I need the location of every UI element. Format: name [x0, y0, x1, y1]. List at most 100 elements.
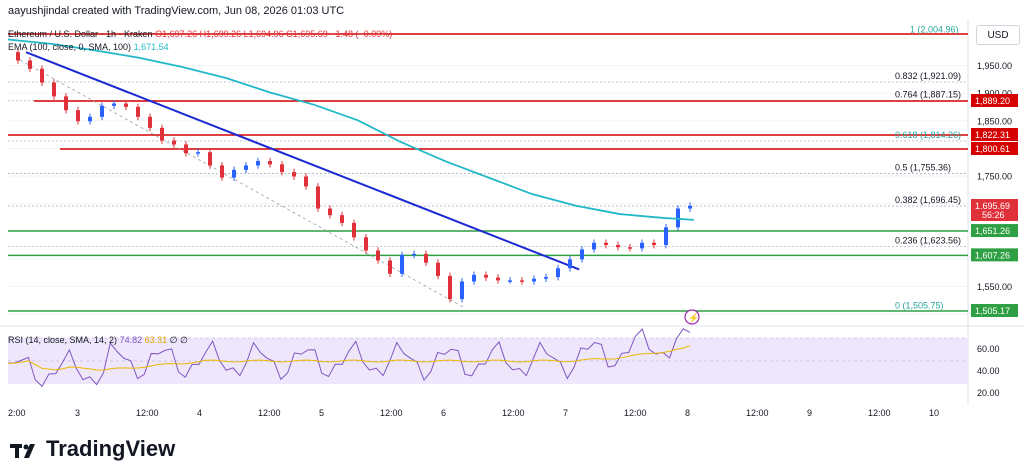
candle-body: [652, 242, 656, 246]
candle-body: [532, 278, 536, 282]
candle-body: [40, 68, 44, 83]
x-tick-label: 12:00: [502, 408, 525, 418]
ema-line: [7, 38, 695, 221]
x-tick-label: 12:00: [258, 408, 281, 418]
candle-body: [328, 208, 332, 216]
candle-body: [52, 82, 56, 97]
y-tick-label: 1,850.00: [977, 116, 1012, 126]
price-tag: [971, 128, 1018, 141]
x-tick-label: 12:00: [380, 408, 403, 418]
alert-icon: [684, 309, 700, 325]
rsi-tick-label: 40.00: [977, 366, 1000, 376]
candle-body: [64, 96, 68, 111]
candle-body: [508, 280, 512, 282]
candle-body: [688, 205, 692, 209]
candle-body: [496, 277, 500, 281]
price-tag: [971, 224, 1018, 238]
candle-body: [436, 262, 440, 276]
candle-body: [208, 152, 212, 166]
candle-body: [16, 52, 20, 61]
x-tick-label: 12:00: [746, 408, 769, 418]
candle-body: [148, 116, 152, 128]
ohlc-values: O1,697.26 H1,699.26 L1,694.96 C1,695.69 …: [155, 29, 393, 39]
rsi-label: RSI (14, close, SMA, 14, 2): [8, 335, 118, 345]
price-tag: [971, 199, 1018, 212]
y-tick-label: 1,550.00: [977, 282, 1012, 292]
candle-body: [580, 249, 584, 260]
ema-legend[interactable]: EMA (100, close, 0, SMA, 100) 1,671.54: [8, 42, 169, 52]
fib-label: 0.382 (1,696.45): [895, 195, 961, 205]
candle-body: [220, 165, 224, 178]
x-tick-label: 12:00: [136, 408, 159, 418]
x-tick-label: 2:00: [8, 408, 26, 418]
candle-body: [376, 250, 380, 261]
price-tag-label: 1,889.20: [975, 96, 1010, 106]
candle-body: [256, 161, 260, 166]
levels: [8, 33, 968, 312]
x-tick-label: 6: [441, 408, 446, 418]
symbol-legend[interactable]: Ethereum / U.S. Dollar · 1h · Kraken O1,…: [8, 29, 392, 39]
price-tag-label: 1,695.69: [975, 201, 1010, 211]
price-tag-label: 1,651.26: [975, 226, 1010, 236]
candle-body: [400, 254, 404, 274]
trendline: [25, 51, 580, 271]
fib-label: 0.764 (1,887.15): [895, 90, 961, 100]
candle-body: [604, 242, 608, 246]
candle-body: [244, 165, 248, 170]
tradingview-logo[interactable]: TradingView: [10, 436, 175, 462]
symbol-name: Ethereum / U.S. Dollar · 1h · Kraken: [8, 29, 153, 39]
candle-body: [472, 274, 476, 282]
fib-anchor-line: [19, 59, 466, 309]
tradingview-logo-icon: [10, 440, 40, 458]
x-tick-label: 3: [75, 408, 80, 418]
rsi-tick-label: 60.00: [977, 344, 1000, 354]
fib-label: 1 (2,004.96): [910, 25, 959, 35]
y-tick-label: 1,950.00: [977, 61, 1012, 71]
price-tag-label: 1,607.26: [975, 250, 1010, 260]
fib-label: 0.5 (1,755.36): [895, 163, 951, 173]
fib-label: 0.236 (1,623.56): [895, 235, 961, 245]
x-tick-label: 7: [563, 408, 568, 418]
candle-body: [124, 103, 128, 107]
countdown-tag: [971, 209, 1018, 221]
candle-body: [88, 116, 92, 122]
candle-body: [100, 105, 104, 117]
candle-body: [556, 268, 560, 278]
rsi-ma-value: 63.31: [144, 335, 168, 345]
brand-name: TradingView: [46, 436, 176, 461]
candle-body: [160, 127, 164, 141]
candle-body: [136, 106, 140, 117]
candle-body: [292, 172, 296, 177]
ema-value: 1,671.54: [133, 42, 169, 52]
price-tag: [971, 94, 1018, 107]
candle-body: [76, 110, 80, 122]
price-tag: [971, 142, 1018, 155]
price-tag: [971, 248, 1018, 262]
candle-body: [628, 247, 632, 249]
candle-body: [592, 242, 596, 250]
candle-body: [676, 208, 680, 228]
rsi-value: 74.82: [119, 335, 143, 345]
fib-label: 0 (1,505.75): [895, 300, 944, 310]
candle-body: [172, 140, 176, 145]
x-tick-label: 12:00: [868, 408, 891, 418]
currency-button[interactable]: USD: [976, 25, 1020, 45]
candle-body: [640, 242, 644, 249]
y-tick-label: 1,900.00: [977, 89, 1012, 99]
x-tick-label: 4: [197, 408, 202, 418]
candle-body: [520, 280, 524, 282]
candles: [16, 48, 692, 303]
time-axis: 2:00 3 12:00 4 12:00 5 12:00 6 12:00 7 12:00 8 12:00…: [8, 408, 939, 418]
candle-body: [364, 237, 368, 251]
x-tick-label: 5: [319, 408, 324, 418]
price-tag-label: 1,505.17: [975, 306, 1010, 316]
price-tag: [971, 304, 1018, 317]
candle-body: [664, 227, 668, 246]
price-axis: 1,950.00 1,900.00 1,850.00 1,750.00 1,550.00…: [977, 61, 1012, 398]
rsi-legend[interactable]: RSI (14, close, SMA, 14, 2) 74.82 63.31 …: [8, 335, 188, 346]
rsi-pane: [7, 328, 968, 388]
countdown-label: 56:26: [982, 210, 1005, 220]
candle-body: [184, 144, 188, 154]
overlays: ⚡: [7, 38, 700, 325]
